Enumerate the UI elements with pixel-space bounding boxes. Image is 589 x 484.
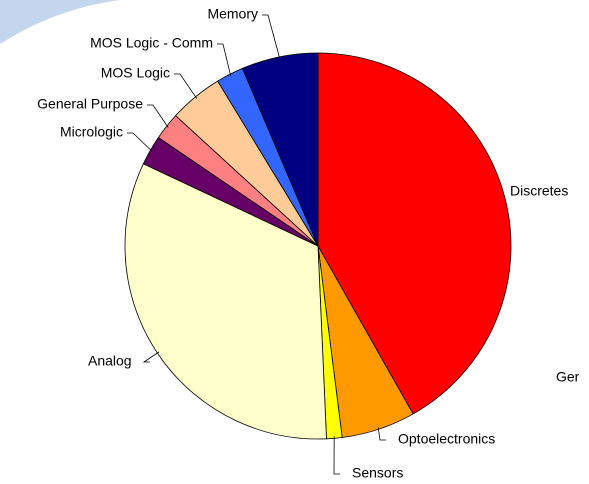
leader-line xyxy=(262,14,281,59)
cut-off-label: Ger xyxy=(556,369,580,385)
slice-label: General Purpose xyxy=(37,96,143,112)
slice-label: Discretes xyxy=(510,183,568,199)
leader-line xyxy=(377,427,386,441)
pie-slice xyxy=(317,52,512,415)
slice-label: MOS Logic - Comm xyxy=(90,35,213,51)
leader-line xyxy=(217,43,232,77)
leader-line xyxy=(147,104,169,128)
decor-swoosh xyxy=(0,0,120,44)
slice-label: Sensors xyxy=(352,465,403,481)
leader-line xyxy=(127,132,153,152)
slice-label: Optoelectronics xyxy=(398,431,495,447)
slice-label: Micrologic xyxy=(60,124,123,140)
slice-label: MOS Logic xyxy=(101,65,170,81)
slice-label: Memory xyxy=(207,6,258,22)
leader-line xyxy=(333,436,340,475)
leader-line xyxy=(174,73,198,99)
slice-label: Analog xyxy=(88,353,132,369)
leader-line xyxy=(142,351,160,363)
